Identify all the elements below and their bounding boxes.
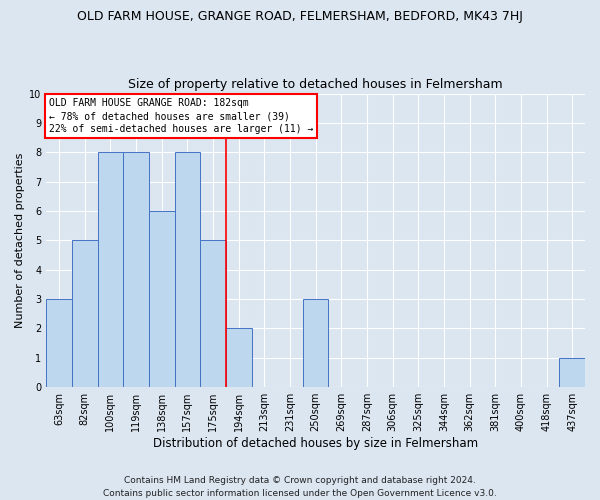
Bar	[46, 299, 72, 387]
Y-axis label: Number of detached properties: Number of detached properties	[15, 152, 25, 328]
Text: Contains HM Land Registry data © Crown copyright and database right 2024.
Contai: Contains HM Land Registry data © Crown c…	[103, 476, 497, 498]
Bar	[123, 152, 149, 387]
Bar	[226, 328, 251, 387]
Bar	[98, 152, 123, 387]
Bar	[175, 152, 200, 387]
Bar	[72, 240, 98, 387]
Title: Size of property relative to detached houses in Felmersham: Size of property relative to detached ho…	[128, 78, 503, 91]
X-axis label: Distribution of detached houses by size in Felmersham: Distribution of detached houses by size …	[153, 437, 478, 450]
Text: OLD FARM HOUSE, GRANGE ROAD, FELMERSHAM, BEDFORD, MK43 7HJ: OLD FARM HOUSE, GRANGE ROAD, FELMERSHAM,…	[77, 10, 523, 23]
Text: OLD FARM HOUSE GRANGE ROAD: 182sqm
← 78% of detached houses are smaller (39)
22%: OLD FARM HOUSE GRANGE ROAD: 182sqm ← 78%…	[49, 98, 313, 134]
Bar	[200, 240, 226, 387]
Bar	[303, 299, 328, 387]
Bar	[149, 211, 175, 387]
Bar	[559, 358, 585, 387]
